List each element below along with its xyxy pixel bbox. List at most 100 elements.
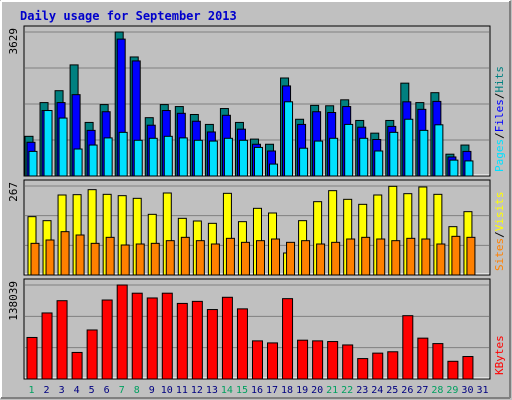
kbytes-bar	[146, 297, 158, 380]
sites-bar	[195, 240, 205, 276]
sites-bar	[30, 242, 40, 276]
chart-panels: 3629Pages/Files/Hits267Sites/Visits13803…	[7, 25, 506, 380]
panel-2-ymax-label: 267	[7, 182, 20, 202]
sites-bar	[466, 236, 476, 276]
x-tick-label: 22	[341, 385, 353, 396]
sites-bar	[346, 238, 356, 276]
sites-bar	[105, 236, 115, 276]
x-tick-label: 3	[59, 385, 65, 396]
sites-bar	[391, 240, 401, 276]
x-tick-label: 5	[89, 385, 95, 396]
sites-bar	[180, 236, 190, 276]
pages-bar	[464, 160, 474, 177]
sites-bar	[120, 244, 130, 276]
legend-entry: Files	[493, 99, 506, 132]
x-tick-label: 2	[44, 385, 50, 396]
pages-bar	[163, 135, 173, 177]
kbytes-bar	[357, 358, 369, 380]
kbytes-bar	[462, 356, 474, 380]
kbytes-bar	[297, 339, 309, 380]
x-tick-label: 14	[221, 385, 233, 396]
x-tick-label: 13	[206, 385, 218, 396]
pages-bar	[389, 131, 399, 177]
pages-bar	[238, 139, 248, 177]
legend-entry: KBytes	[493, 335, 506, 375]
pages-bar	[314, 140, 324, 177]
x-axis-labels: 1 2 3 4 5 6 7 8 9 10 11 12 13 14 15 16 17 18 19 20 21 22 23 24 2…	[29, 385, 489, 396]
x-tick-label: 29	[446, 385, 458, 396]
kbytes-bar	[116, 284, 128, 380]
x-tick-label: 7	[119, 385, 125, 396]
pages-bar	[329, 137, 339, 177]
pages-bar	[299, 147, 309, 177]
sites-bar	[271, 238, 281, 276]
sites-bar	[286, 241, 296, 276]
kbytes-bar	[342, 344, 354, 380]
pages-bar	[148, 137, 158, 177]
sites-bar	[376, 238, 386, 276]
pages-bar	[223, 137, 233, 177]
legend-entry: Hits	[493, 66, 506, 93]
pages-bar	[28, 150, 38, 177]
pages-bar	[404, 118, 414, 177]
kbytes-bar	[282, 298, 294, 380]
pages-bar	[118, 131, 128, 177]
panel-1-legend: Pages/Files/Hits	[493, 66, 506, 172]
sites-bar	[406, 237, 416, 276]
sites-bar	[301, 240, 311, 276]
x-tick-label: 31	[476, 385, 488, 396]
kbytes-bar	[206, 309, 218, 380]
pages-bar	[208, 140, 218, 177]
legend-entry: Visits	[493, 192, 506, 232]
x-tick-label: 12	[191, 385, 203, 396]
panel-1-ymax-label: 3629	[7, 28, 20, 55]
x-tick-label: 21	[326, 385, 338, 396]
x-tick-label: 10	[161, 385, 173, 396]
x-tick-label: 25	[386, 385, 398, 396]
x-tick-label: 18	[281, 385, 293, 396]
pages-bar	[359, 137, 369, 177]
x-tick-label: 20	[311, 385, 323, 396]
kbytes-bar	[402, 315, 414, 380]
kbytes-bar	[372, 352, 384, 380]
kbytes-bar	[176, 302, 188, 380]
kbytes-bar	[191, 300, 203, 380]
pages-bar	[419, 129, 429, 177]
kbytes-bar	[101, 299, 113, 380]
kbytes-bar	[131, 292, 143, 380]
x-tick-label: 30	[461, 385, 473, 396]
pages-bar	[88, 144, 98, 177]
legend-entry: /	[493, 93, 506, 100]
x-tick-label: 24	[371, 385, 383, 396]
sites-bar	[240, 241, 250, 276]
kbytes-bar	[161, 292, 173, 380]
kbytes-bar	[447, 360, 459, 380]
x-tick-label: 11	[176, 385, 188, 396]
x-tick-label: 8	[134, 385, 140, 396]
x-tick-label: 15	[236, 385, 248, 396]
panel-2-legend: Sites/Visits	[493, 192, 506, 272]
legend-entry: Sites	[493, 238, 506, 271]
pages-bar	[253, 146, 263, 177]
x-tick-label: 23	[356, 385, 368, 396]
x-tick-label: 19	[296, 385, 308, 396]
sites-bar	[255, 240, 265, 276]
legend-entry: Pages	[493, 139, 506, 172]
sites-bar	[150, 242, 160, 276]
pages-bar	[344, 123, 354, 177]
sites-bar	[436, 243, 446, 276]
kbytes-bar	[221, 296, 233, 380]
pages-bar	[434, 124, 444, 177]
sites-bar	[60, 231, 70, 276]
pages-bar	[374, 150, 384, 177]
x-tick-label: 28	[431, 385, 443, 396]
pages-bar	[178, 137, 188, 177]
chart-title: Daily usage for September 2013	[20, 9, 237, 23]
sites-bar	[331, 241, 341, 276]
sites-bar	[421, 238, 431, 276]
pages-bar	[103, 137, 113, 177]
sites-bar	[361, 236, 371, 276]
sites-bar	[225, 237, 235, 276]
x-tick-label: 17	[266, 385, 278, 396]
kbytes-bar	[86, 329, 98, 380]
